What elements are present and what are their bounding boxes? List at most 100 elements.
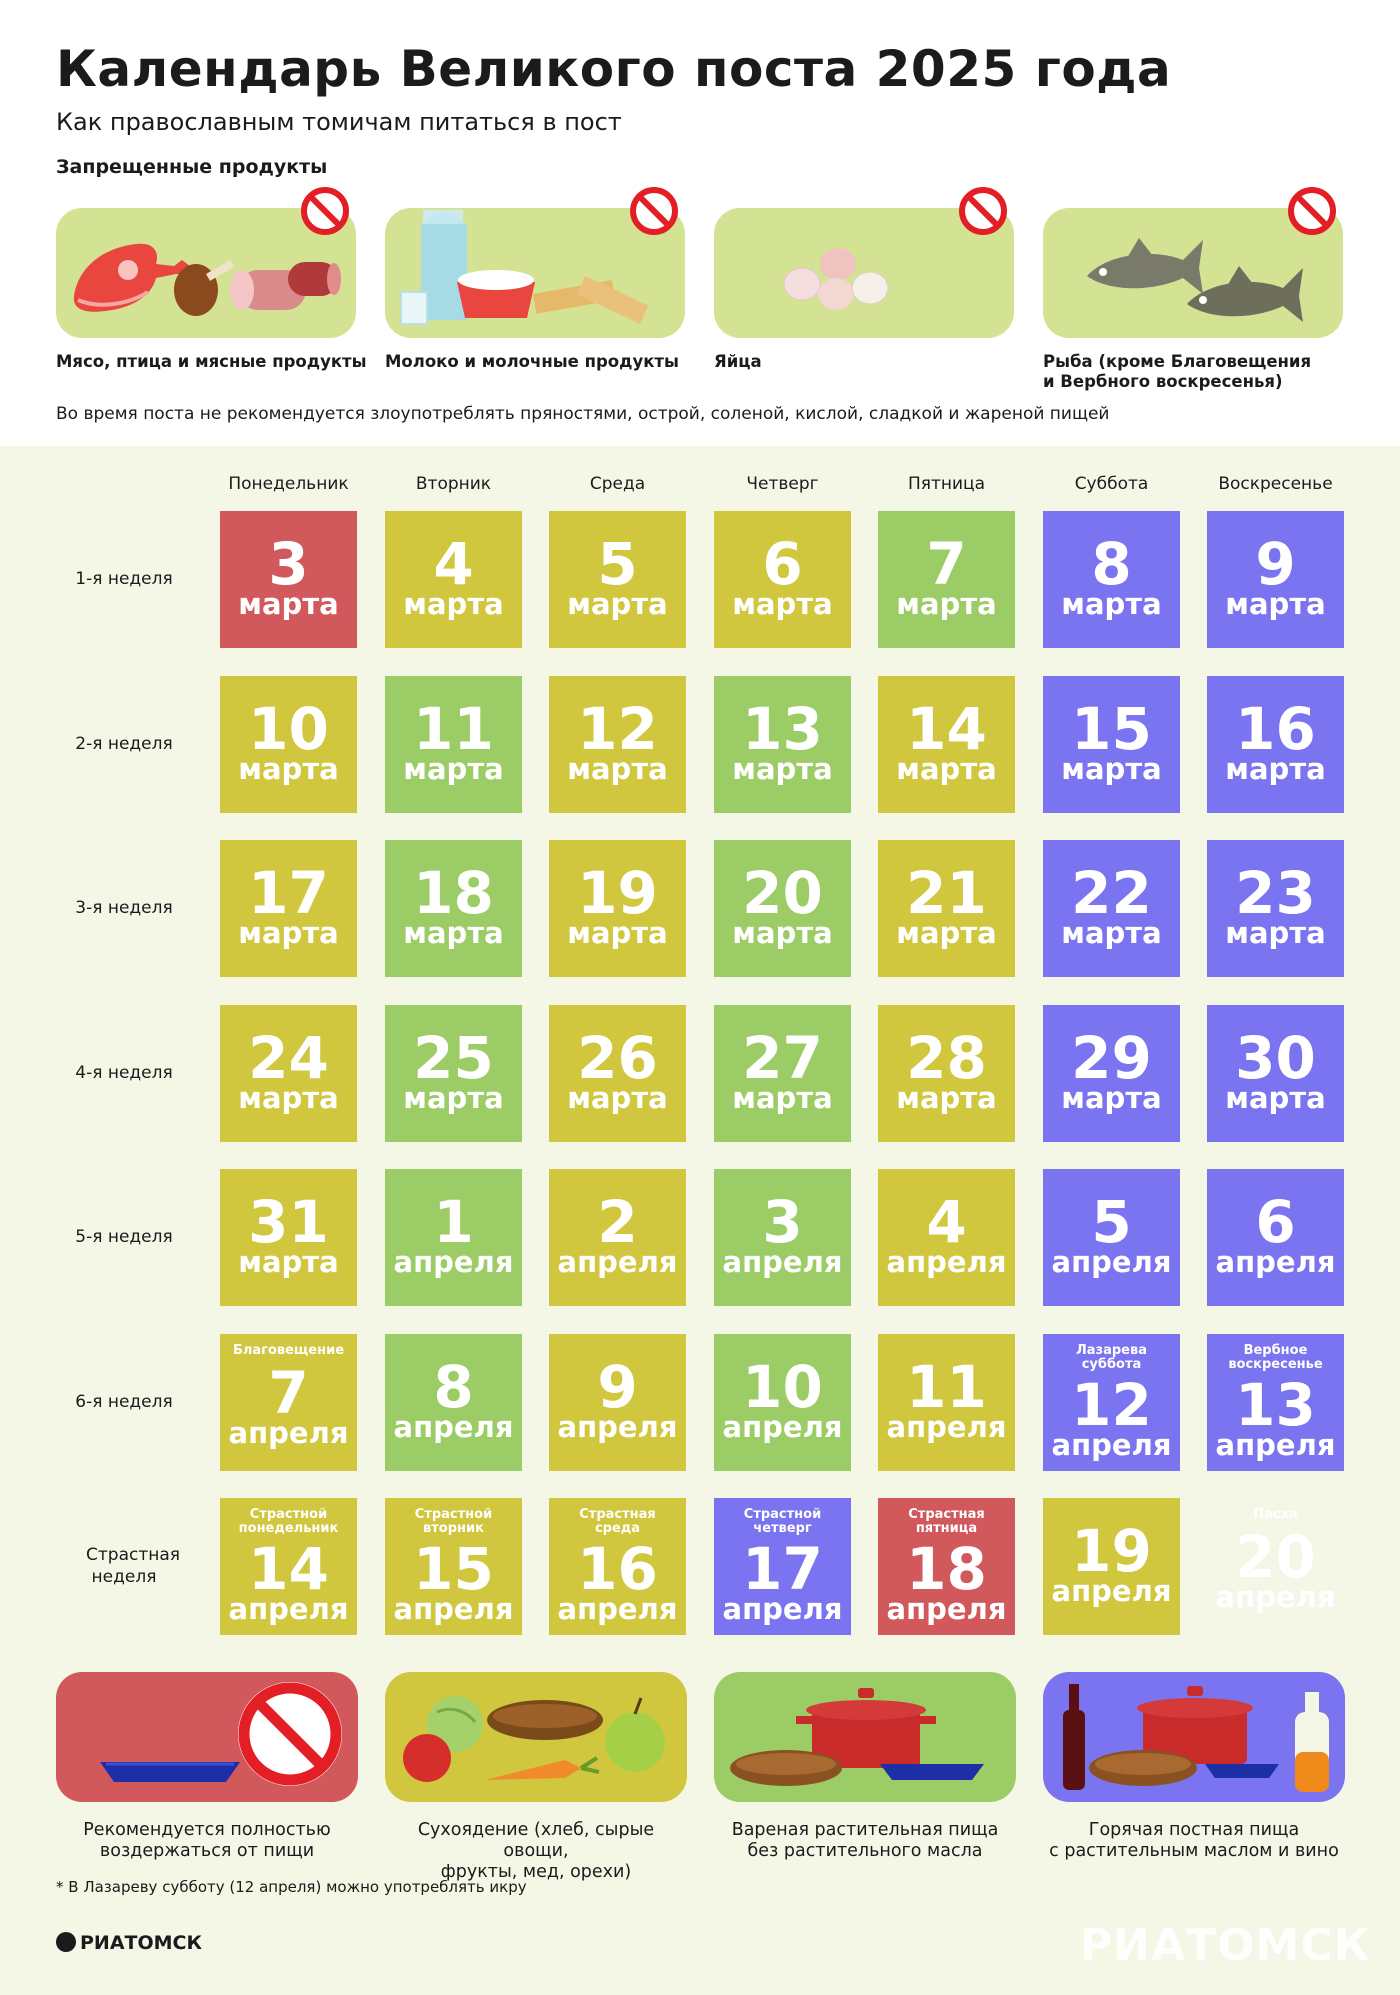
date-number: 28 bbox=[906, 1024, 987, 1092]
forbidden-card-dairy bbox=[385, 208, 685, 338]
date-month: апреля bbox=[722, 1245, 843, 1279]
hot-food-oil-wine-icon bbox=[1063, 1684, 1329, 1792]
date-number: 11 bbox=[906, 1353, 987, 1421]
date-note: Страстной четверг bbox=[714, 1508, 851, 1536]
brand-name: РИАТОМСК bbox=[80, 1932, 203, 1954]
date-month: апреля bbox=[393, 1245, 514, 1279]
date-month: марта bbox=[567, 1081, 668, 1115]
date-number: 23 bbox=[1235, 859, 1316, 927]
date-cell: 5 марта bbox=[549, 511, 686, 648]
date-month: марта bbox=[1061, 916, 1162, 950]
date-note: Страстная пятница bbox=[878, 1508, 1015, 1536]
legend-caption-dry-eating: Сухоядение (хлеб, сырые овощи, фрукты, м… bbox=[385, 1820, 687, 1883]
date-note-line1: Страстной bbox=[743, 1507, 822, 1522]
date-note: Благовещение bbox=[220, 1344, 357, 1358]
week-label: 6-я неделя bbox=[75, 1392, 173, 1412]
date-number: 29 bbox=[1071, 1024, 1152, 1092]
date-cell: 27 марта bbox=[714, 1005, 851, 1142]
date-month: марта bbox=[238, 752, 339, 786]
date-note: Вербное воскресенье bbox=[1207, 1344, 1344, 1372]
date-month: апреля bbox=[1051, 1428, 1172, 1462]
date-number: 12 bbox=[1071, 1371, 1152, 1439]
date-number: 7 bbox=[926, 530, 967, 598]
date-number: 16 bbox=[577, 1535, 658, 1603]
date-note: Страстная среда bbox=[549, 1508, 686, 1536]
eggs-icon bbox=[783, 248, 889, 310]
date-number: 25 bbox=[413, 1024, 494, 1092]
logo-icon bbox=[56, 1932, 76, 1952]
date-month: марта bbox=[732, 752, 833, 786]
day-header: Понедельник bbox=[228, 474, 349, 494]
header-section: Календарь Великого поста 2025 года Как п… bbox=[0, 0, 1400, 446]
date-number: 9 bbox=[1255, 530, 1296, 598]
date-cell: 21 марта bbox=[878, 840, 1015, 977]
date-number: 5 bbox=[1091, 1188, 1132, 1256]
date-month: марта bbox=[732, 587, 833, 621]
date-note-line1: Пасха bbox=[1253, 1507, 1298, 1522]
forbidden-icon bbox=[630, 187, 678, 235]
date-cell: 23 марта bbox=[1207, 840, 1344, 977]
date-month: апреля bbox=[1215, 1580, 1336, 1614]
date-month: апреля bbox=[393, 1592, 514, 1626]
day-header: Воскресенье bbox=[1218, 474, 1333, 494]
forbidden-icon bbox=[1288, 187, 1336, 235]
date-number: 10 bbox=[248, 695, 329, 763]
date-cell: 10 апреля bbox=[714, 1334, 851, 1471]
legend-card-hot-food bbox=[1043, 1672, 1345, 1802]
date-cell: 8 апреля bbox=[385, 1334, 522, 1471]
date-cell: Страстной понедельник 14 апреля bbox=[220, 1498, 357, 1635]
date-month: марта bbox=[1061, 587, 1162, 621]
date-note-line1: Страстной bbox=[414, 1507, 493, 1522]
date-month: апреля bbox=[557, 1410, 678, 1444]
day-header: Суббота bbox=[1074, 474, 1149, 494]
dairy-icon bbox=[400, 210, 649, 325]
legend-caption-line2: воздержаться от пищи bbox=[99, 1841, 315, 1861]
legend-card-fasting bbox=[56, 1672, 358, 1802]
date-cell: 31 марта bbox=[220, 1169, 357, 1306]
date-month: апреля bbox=[557, 1245, 678, 1279]
date-cell: 26 марта bbox=[549, 1005, 686, 1142]
date-number: 10 bbox=[742, 1353, 823, 1421]
date-note-line1: Страстной bbox=[249, 1507, 328, 1522]
date-number: 26 bbox=[577, 1024, 658, 1092]
raw-food-icon bbox=[403, 1696, 665, 1782]
meat-poultry-icon bbox=[73, 243, 341, 316]
date-month: марта bbox=[403, 1081, 504, 1115]
date-month: апреля bbox=[393, 1410, 514, 1444]
date-cell: 16 марта bbox=[1207, 676, 1344, 813]
date-month: марта bbox=[1225, 1081, 1326, 1115]
forbidden-label-eggs: Яйца bbox=[714, 352, 762, 371]
date-cell: 28 марта bbox=[878, 1005, 1015, 1142]
date-number: 16 bbox=[1235, 695, 1316, 763]
legend-caption-line1: Вареная растительная пища bbox=[731, 1820, 999, 1840]
date-number: 3 bbox=[268, 530, 309, 598]
date-cell: 10 марта bbox=[220, 676, 357, 813]
forbidden-icon bbox=[959, 187, 1007, 235]
week-label: Страстная неделя bbox=[86, 1545, 180, 1587]
date-cell: 6 марта bbox=[714, 511, 851, 648]
legend-caption-hot-food: Горячая постная пища с растительным масл… bbox=[1043, 1820, 1345, 1862]
date-number: 22 bbox=[1071, 859, 1152, 927]
date-cell: 8 марта bbox=[1043, 511, 1180, 648]
date-cell: Страстной вторник 15 апреля bbox=[385, 1498, 522, 1635]
date-month: апреля bbox=[228, 1592, 349, 1626]
date-cell: 11 апреля bbox=[878, 1334, 1015, 1471]
date-month: апреля bbox=[557, 1592, 678, 1626]
date-number: 4 bbox=[433, 530, 474, 598]
date-cell: Вербное воскресенье 13 апреля bbox=[1207, 1334, 1344, 1471]
date-number: 13 bbox=[1235, 1371, 1316, 1439]
date-month: апреля bbox=[1215, 1245, 1336, 1279]
date-cell: 4 апреля bbox=[878, 1169, 1015, 1306]
date-number: 13 bbox=[742, 695, 823, 763]
legend-card-boiled bbox=[714, 1672, 1016, 1802]
date-number: 8 bbox=[1091, 530, 1132, 598]
date-number: 24 bbox=[248, 1024, 329, 1092]
date-cell: 20 марта bbox=[714, 840, 851, 977]
date-cell: 1 апреля bbox=[385, 1169, 522, 1306]
day-header: Пятница bbox=[907, 474, 986, 494]
date-cell: 11 марта bbox=[385, 676, 522, 813]
date-cell: 12 марта bbox=[549, 676, 686, 813]
date-note-line2: пятница bbox=[915, 1521, 978, 1536]
date-cell: 19 апреля bbox=[1043, 1498, 1180, 1635]
date-number: 18 bbox=[906, 1535, 987, 1603]
